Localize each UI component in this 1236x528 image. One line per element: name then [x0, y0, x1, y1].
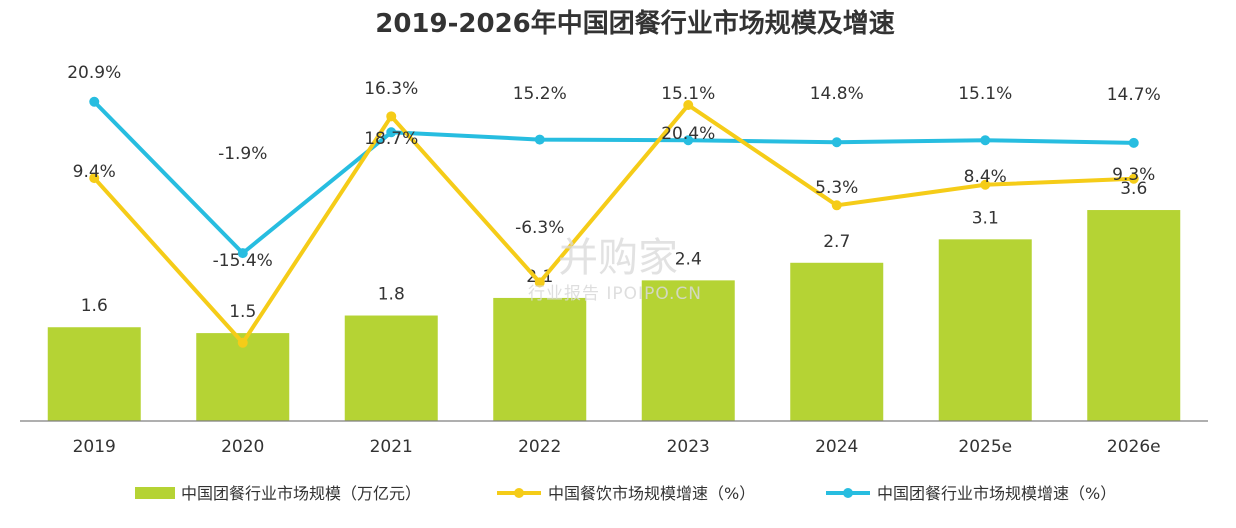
groupmeal-growth-label-2026e: 14.7% [1107, 85, 1161, 105]
x-tick-2025e: 2025e [958, 437, 1012, 457]
groupmeal-growth-line [92, 100, 1134, 256]
groupmeal-growth-label-2021: 16.3% [364, 79, 418, 99]
x-tick-2022: 2022 [518, 437, 561, 457]
line-data-labels: 20.9% -1.9% 16.3% 15.2% 15.1% 14.8% 15.1% 14.7%… [67, 63, 1161, 271]
catering-growth-label-2020: -15.4% [213, 251, 273, 271]
catering-growth-label-2024: 5.3% [815, 178, 858, 198]
catering-growth-label-2021: 18.7% [364, 129, 418, 149]
bar-2023 [641, 280, 735, 421]
line-series [89, 96, 1139, 348]
x-axis-tick-labels: 2019 2020 2021 2022 2023 2024 2025e 2026e [73, 437, 1161, 457]
groupmeal-growth-label-2023: 15.1% [661, 84, 715, 104]
catering-growth-point-2026e [1128, 173, 1139, 184]
groupmeal-growth-label-2022: 15.2% [513, 84, 567, 104]
catering-growth-point-2021 [386, 111, 397, 122]
legend-marker-catering [514, 488, 524, 498]
catering-growth-label-2023: 20.4% [661, 124, 715, 144]
bar-label-2023: 2.4 [675, 249, 702, 269]
catering-growth-point-2025e [980, 179, 991, 190]
legend-label-catering: 中国餐饮市场规模增速（%） [548, 484, 755, 503]
bar-2025e [938, 239, 1032, 421]
bar-label-2026e: 3.6 [1120, 179, 1147, 199]
groupmeal-growth-point-2024 [831, 137, 842, 148]
bar-label-2024: 2.7 [823, 232, 850, 252]
watermark-main: 并购家 [558, 235, 678, 281]
groupmeal-growth-point-2026e [1128, 137, 1139, 148]
groupmeal-growth-point-2020 [237, 248, 248, 259]
groupmeal-growth-label-2020: -1.9% [218, 144, 267, 164]
groupmeal-growth-point-2025e [980, 135, 991, 146]
groupmeal-growth-point-2021 [386, 127, 397, 138]
catering-growth-label-2026e: 9.3% [1112, 165, 1155, 185]
legend-marker-groupmeal [843, 488, 853, 498]
catering-growth-point-2023 [683, 100, 694, 111]
bar-label-2025e: 3.1 [972, 208, 999, 228]
groupmeal-growth-point-2023 [683, 135, 694, 146]
bar-label-2020: 1.5 [229, 302, 256, 322]
bar-2026e [1087, 210, 1181, 421]
catering-growth-point-2020 [237, 337, 248, 348]
x-tick-2020: 2020 [221, 437, 264, 457]
catering-growth-point-2024 [831, 200, 842, 211]
bar-label-2021: 1.8 [378, 285, 405, 305]
catering-growth-label-2022: -6.3% [515, 218, 564, 238]
legend-label-bar: 中国团餐行业市场规模（万亿元） [181, 484, 421, 503]
bar-series [47, 210, 1181, 421]
legend-swatch-bar [135, 487, 175, 499]
groupmeal-growth-label-2019: 20.9% [67, 63, 121, 83]
catering-growth-label-2019: 9.4% [73, 162, 116, 182]
x-tick-2026e: 2026e [1107, 437, 1161, 457]
chart-title: 2019-2026年中国团餐行业市场规模及增速 [375, 8, 895, 39]
catering-growth-point-2022 [534, 277, 545, 288]
groupmeal-growth-point-2019 [89, 96, 100, 107]
groupmeal-growth-label-2025e: 15.1% [958, 84, 1012, 104]
watermark-sub: 行业报告 IPOIPO.CN [528, 284, 702, 304]
groupmeal-growth-label-2024: 14.8% [810, 84, 864, 104]
catering-growth-label-2025e: 8.4% [964, 167, 1007, 187]
x-tick-2023: 2023 [667, 437, 710, 457]
bar-2024 [790, 262, 884, 421]
bar-2022 [493, 297, 587, 421]
bar-2019 [47, 327, 141, 421]
x-tick-2024: 2024 [815, 437, 858, 457]
x-tick-2021: 2021 [370, 437, 413, 457]
catering-growth-point-2019 [89, 173, 100, 184]
bar-2021 [344, 315, 438, 421]
watermark: 并购家 行业报告 IPOIPO.CN [528, 235, 702, 304]
catering-growth-line [92, 103, 1134, 345]
legend-label-groupmeal: 中国团餐行业市场规模增速（%） [877, 484, 1116, 503]
bar-label-2019: 1.6 [81, 296, 108, 316]
groupmeal-growth-point-2022 [534, 134, 545, 145]
x-tick-2019: 2019 [73, 437, 116, 457]
legend: 中国团餐行业市场规模（万亿元） 中国餐饮市场规模增速（%） 中国团餐行业市场规模增速… [135, 484, 1116, 503]
